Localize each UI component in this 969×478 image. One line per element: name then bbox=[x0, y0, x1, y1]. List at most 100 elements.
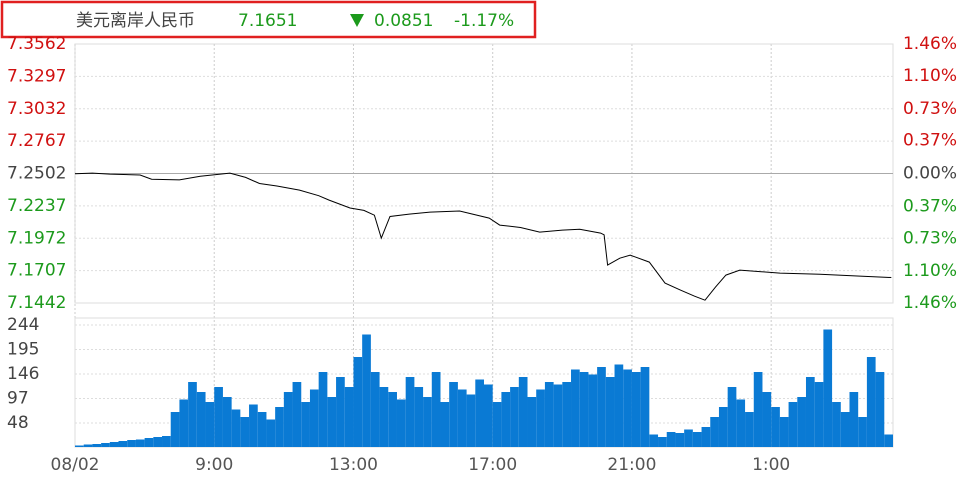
volume-bar bbox=[623, 369, 632, 447]
volume-bar bbox=[823, 329, 833, 447]
volume-bar bbox=[631, 372, 641, 447]
volume-bar bbox=[579, 372, 589, 447]
volume-bar bbox=[510, 387, 519, 447]
volume-bar bbox=[353, 357, 363, 447]
volume-bar bbox=[449, 382, 458, 447]
volume-bar bbox=[605, 377, 615, 447]
volume-bar bbox=[301, 402, 310, 447]
volume-bar bbox=[727, 387, 737, 447]
volume-bar bbox=[884, 434, 893, 447]
volume-bar bbox=[162, 436, 171, 447]
x-tick-label: 17:00 bbox=[468, 455, 517, 475]
volume-bar bbox=[440, 402, 450, 447]
volume-bar bbox=[118, 441, 128, 447]
y2-tick-label: 0.37% bbox=[903, 131, 957, 151]
y-tick-label: 97 bbox=[7, 389, 29, 409]
y2-tick-label: 0.37% bbox=[903, 196, 957, 216]
y2-tick-label: 1.46% bbox=[903, 34, 957, 54]
volume-bar bbox=[797, 397, 806, 447]
x-tick-label: 08/02 bbox=[51, 455, 100, 475]
volume-bar bbox=[336, 377, 345, 447]
volume-bar bbox=[83, 444, 93, 447]
header-box bbox=[0, 0, 537, 39]
y2-tick-label: 0.73% bbox=[903, 99, 957, 119]
volume-bar bbox=[692, 432, 702, 447]
volume-bar bbox=[135, 439, 145, 447]
volume-bar bbox=[292, 382, 302, 447]
volume-bar bbox=[283, 392, 293, 447]
volume-bar bbox=[840, 412, 850, 447]
volume-bar bbox=[544, 382, 554, 447]
volume-bar bbox=[779, 417, 789, 447]
volume-bar bbox=[553, 384, 563, 447]
volume-bar bbox=[762, 392, 772, 447]
volume-bar bbox=[144, 438, 154, 447]
volume-bar bbox=[858, 417, 867, 447]
volume-bar bbox=[745, 412, 754, 447]
volume-bar bbox=[492, 402, 502, 447]
y-tick-label: 48 bbox=[7, 413, 29, 433]
volume-bar bbox=[588, 374, 598, 447]
volume-bar bbox=[466, 394, 476, 447]
volume-bar bbox=[188, 382, 197, 447]
volume-bar bbox=[805, 377, 815, 447]
volume-bar bbox=[127, 440, 136, 447]
volume-bar bbox=[753, 372, 763, 447]
volume-bar bbox=[710, 417, 719, 447]
y-tick-label: 7.1972 bbox=[7, 228, 66, 248]
volume-bar bbox=[675, 433, 685, 447]
y-tick-label: 146 bbox=[7, 364, 39, 384]
y-tick-label: 7.2237 bbox=[7, 196, 66, 216]
y2-tick-label: 1.10% bbox=[903, 261, 957, 281]
x-tick-label: 13:00 bbox=[329, 455, 378, 475]
change: 0.0851 bbox=[374, 11, 433, 31]
volume-bar bbox=[431, 372, 441, 447]
volume-bar bbox=[379, 387, 389, 447]
price-line bbox=[74, 172, 892, 301]
volume-bar bbox=[309, 389, 319, 447]
volume-bar bbox=[571, 369, 580, 447]
volume-bar bbox=[649, 434, 659, 447]
volume-bar bbox=[101, 443, 110, 447]
volume-bar bbox=[866, 357, 876, 447]
volume-bar bbox=[684, 429, 693, 447]
volume-bar bbox=[344, 387, 354, 447]
x-tick-label: 9:00 bbox=[195, 455, 233, 475]
volume-bar bbox=[875, 372, 885, 447]
y-tick-label: 7.1442 bbox=[7, 293, 66, 313]
volume-bar bbox=[362, 334, 371, 447]
volume-bar bbox=[257, 412, 267, 447]
volume-bar bbox=[527, 397, 537, 447]
volume-bar bbox=[736, 399, 746, 447]
volume-bar bbox=[414, 387, 424, 447]
volume-bar bbox=[405, 377, 415, 447]
volume-bar bbox=[475, 379, 484, 447]
volume-bar bbox=[814, 382, 824, 447]
volume-bar bbox=[266, 419, 276, 447]
y-tick-label: 7.2767 bbox=[7, 131, 66, 151]
volume-bar bbox=[205, 402, 215, 447]
volume-bar bbox=[457, 389, 467, 447]
volume-bar bbox=[75, 445, 84, 447]
volume-bar bbox=[666, 432, 676, 447]
volume-bar bbox=[153, 437, 163, 447]
volume-bar bbox=[658, 437, 667, 447]
volume-bar bbox=[249, 404, 258, 447]
y-tick-label: 7.3562 bbox=[7, 34, 66, 54]
volume-bar bbox=[196, 392, 206, 447]
y-tick-label: 7.1707 bbox=[7, 261, 66, 281]
volume-bar bbox=[222, 397, 232, 447]
volume-bar bbox=[562, 382, 572, 447]
x-tick-label: 1:00 bbox=[752, 455, 790, 475]
volume-bar bbox=[388, 392, 397, 447]
y-tick-label: 244 bbox=[7, 315, 39, 335]
volume-bar bbox=[484, 384, 493, 447]
x-tick-label: 21:00 bbox=[607, 455, 656, 475]
volume-bar bbox=[92, 444, 102, 447]
volume-bar bbox=[518, 377, 528, 447]
y-tick-label: 195 bbox=[7, 340, 39, 360]
volume-bar bbox=[597, 367, 606, 447]
volume-bar bbox=[614, 364, 624, 447]
volume-bar bbox=[231, 409, 241, 447]
